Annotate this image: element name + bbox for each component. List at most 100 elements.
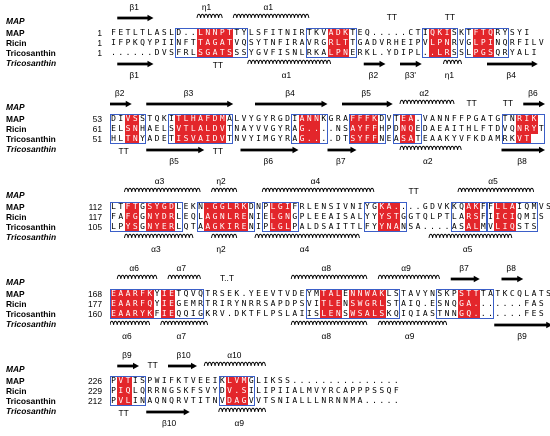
residue: T: [277, 28, 283, 37]
conserved-box: [305, 28, 357, 58]
residue: P: [111, 376, 117, 385]
residue: L: [147, 28, 153, 37]
residue: F: [169, 376, 175, 385]
residue: E: [263, 289, 269, 298]
residue: P: [299, 212, 305, 221]
residue: Q: [487, 28, 495, 38]
residue: F: [190, 386, 196, 395]
residue: A: [292, 309, 298, 318]
residue: F: [363, 114, 371, 124]
residue: N: [343, 299, 349, 308]
residue: R: [495, 28, 501, 37]
residue: A: [407, 134, 415, 144]
alpha-helix-coil: [290, 320, 368, 326]
residue: N: [212, 396, 218, 405]
residue: G: [357, 38, 363, 47]
residue: Y: [153, 202, 161, 212]
residue: V: [459, 134, 465, 143]
residue: S: [400, 134, 408, 144]
residue: F: [292, 202, 298, 211]
residue: T: [197, 38, 205, 48]
residue: R: [227, 299, 233, 308]
residue: L: [334, 38, 342, 48]
ss-label-top: β7: [459, 263, 469, 273]
residue: S: [451, 28, 457, 37]
residue: .: [328, 134, 334, 143]
residue: A: [422, 309, 428, 318]
ss-label-bottom: α9: [404, 331, 415, 341]
residue: I: [451, 124, 457, 133]
residue: .: [372, 28, 378, 37]
residue: K: [241, 309, 247, 318]
alpha-helix-coil: [261, 187, 375, 193]
residue: A: [197, 134, 205, 144]
residue: .: [183, 28, 189, 37]
residue: N: [146, 222, 154, 232]
alpha-helix-coil: [377, 274, 440, 280]
residue: G: [298, 124, 306, 134]
residue: L: [334, 289, 342, 299]
residue: K: [473, 134, 479, 143]
residue: S: [393, 289, 399, 298]
residue: N: [211, 28, 219, 38]
residue: I: [501, 222, 509, 232]
residue: L: [299, 48, 305, 57]
residue: N: [248, 212, 254, 221]
residue: L: [118, 124, 124, 133]
ss-label-top: β10: [176, 350, 191, 360]
residue: R: [451, 38, 457, 47]
residue: H: [111, 134, 117, 143]
residue: .: [422, 299, 428, 308]
residue: S: [321, 222, 327, 231]
residue: F: [524, 299, 530, 308]
residue: Q: [517, 212, 523, 221]
residue: R: [212, 299, 218, 308]
residue: R: [212, 309, 218, 318]
residue: R: [292, 38, 298, 47]
ss-label-bottom: β9: [517, 331, 527, 341]
residue: T: [118, 202, 124, 211]
residue: Q: [154, 114, 160, 123]
residue: S: [131, 222, 139, 232]
beta-strand-arrow: [146, 408, 190, 416]
residue: .: [306, 376, 312, 385]
residue: L: [306, 396, 312, 405]
residue: .: [233, 386, 241, 396]
residue: S: [459, 48, 465, 57]
residue: K: [146, 309, 154, 319]
sequence-name-map: MAP: [6, 289, 25, 299]
residue: V: [161, 48, 167, 57]
residue: E: [110, 309, 118, 319]
residue: R: [183, 48, 189, 57]
residue: .: [488, 299, 494, 308]
residue: S: [140, 114, 146, 123]
residue: C: [335, 386, 341, 395]
residue: Y: [372, 212, 378, 221]
residue: .: [132, 48, 138, 57]
residue: S: [430, 309, 436, 318]
sequence-name-tricosanthin: Tricosanthin: [6, 396, 56, 406]
residue: Q: [524, 202, 530, 211]
residue: A: [364, 38, 370, 47]
beta-strand-arrow: [240, 146, 299, 154]
residue: I: [160, 299, 168, 309]
residue: T: [190, 396, 196, 405]
residue: A: [392, 222, 400, 232]
residue: G: [328, 114, 334, 123]
residue: A: [407, 114, 415, 124]
alignment-block: α6 α7 T..T α8 α9 β7 β8 MAP MAP 168 E A A R F K Y I E T Q V Q T R…: [0, 263, 550, 349]
residue: A: [437, 134, 443, 143]
residue: .: [321, 376, 327, 385]
alpha-helix-coil: [160, 320, 208, 326]
residue: N: [161, 386, 167, 395]
residue: N: [292, 48, 298, 57]
residue: A: [488, 289, 494, 298]
residue: F: [451, 114, 457, 123]
residue: L: [531, 38, 537, 47]
ss-label-top: η1: [201, 2, 212, 12]
residue: .: [125, 48, 131, 57]
residue: Y: [306, 289, 312, 298]
residue: G: [473, 114, 479, 123]
residue: .: [241, 289, 247, 298]
